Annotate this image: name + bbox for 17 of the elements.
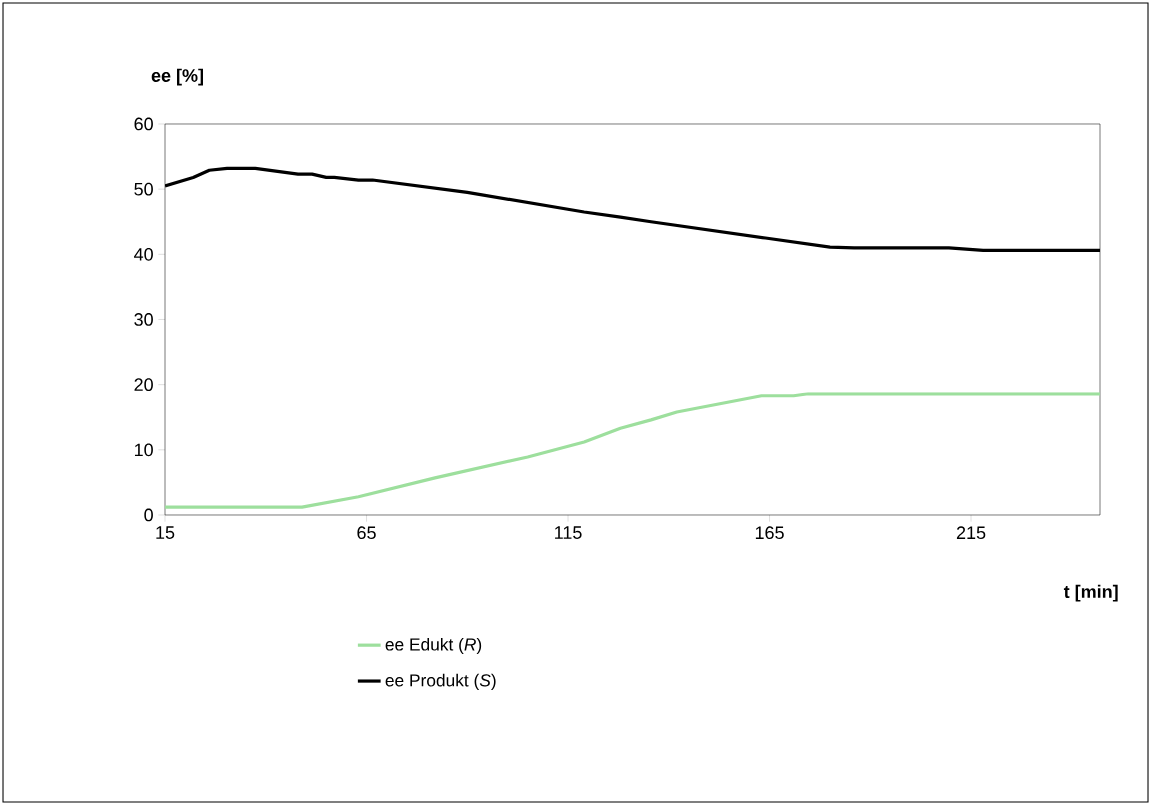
x-tick-label: 15 <box>156 526 175 539</box>
y-tick-label: 20 <box>134 378 153 392</box>
y-tick-label: 30 <box>134 313 153 326</box>
x-tick-label: 115 <box>555 526 582 539</box>
x-tick-label: 215 <box>956 526 986 540</box>
y-tick-label: 50 <box>134 182 153 196</box>
y-tick-label: 60 <box>134 117 153 131</box>
x-tick-label: 65 <box>357 526 376 540</box>
line-series <box>165 392 1101 509</box>
legend-label: ee Produkt (S) <box>385 673 496 690</box>
x-tick-label: 165 <box>755 526 784 540</box>
y-tick-label: 40 <box>134 247 153 261</box>
legend-label: ee Edukt (R) <box>385 637 482 655</box>
y-axis-title: ee [%] <box>151 68 203 86</box>
y-tick-label: 0 <box>144 508 153 522</box>
x-axis-title: t [min] <box>1063 584 1118 602</box>
y-tick-label: 10 <box>134 443 153 457</box>
